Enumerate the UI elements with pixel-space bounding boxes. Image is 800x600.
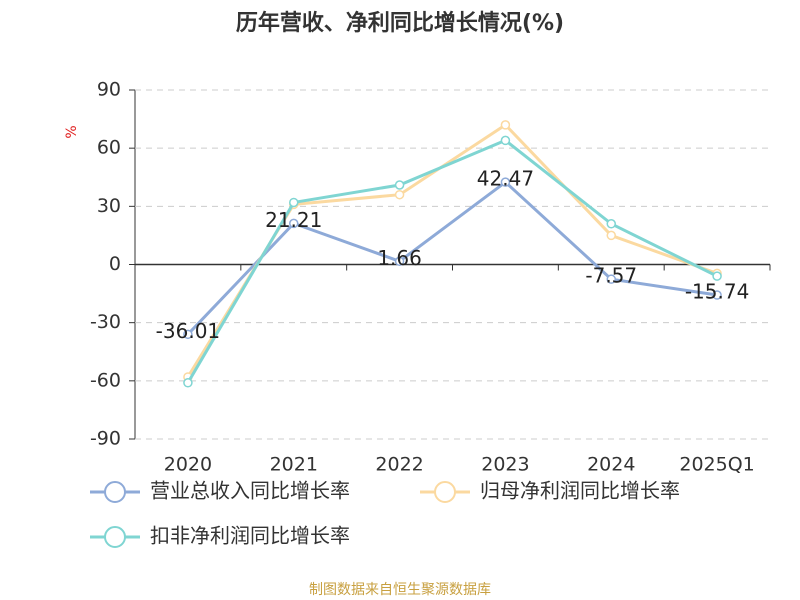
data-point [712,271,722,281]
data-label: 1.66 [377,246,422,270]
y-tick-label: 60 [97,137,121,159]
y-tick-label: 30 [97,195,121,217]
data-point [500,120,511,130]
legend-marker [104,526,126,548]
legend-label: 归母净利润同比增长率 [480,479,680,503]
data-point [500,135,511,146]
data-point [289,218,299,229]
x-tick-label: 2025Q1 [679,454,754,476]
series-line [186,138,718,384]
data-point [394,189,405,200]
data-point [394,256,405,267]
data-label: -7.57 [585,264,637,288]
data-point [606,230,616,241]
y-axis-label: % [64,125,80,138]
data-point [183,378,193,388]
x-tick-label: 2021 [270,454,318,476]
data-label: -15.74 [685,280,749,304]
y-tick-label: -90 [90,428,121,450]
data-point [606,219,616,229]
data-point [712,290,722,300]
series-line [186,180,718,336]
data-label: 42.47 [477,167,534,191]
x-tick-label: 2024 [587,454,635,476]
y-tick-label: 0 [109,253,121,275]
data-point [289,197,299,208]
x-tick-label: 2023 [481,454,529,476]
legend-label: 营业总收入同比增长率 [150,479,350,503]
chart-title: 历年营收、净利同比增长情况(%) [236,10,564,36]
data-label: -36.01 [156,319,220,343]
data-point [394,180,405,190]
data-point [500,177,511,187]
data-point [606,274,616,284]
source-note: 制图数据来自恒生聚源数据库 [309,582,491,598]
data-point [183,329,193,340]
y-tick-label: -60 [90,369,121,391]
y-tick-label: 90 [97,79,121,101]
legend-marker [434,481,456,503]
data-label: 21.21 [265,208,322,232]
x-tick-label: 2022 [375,454,423,476]
x-tick-label: 2020 [164,454,212,476]
y-tick-label: -30 [90,311,121,333]
legend-marker [104,481,126,503]
legend-label: 扣非净利润同比增长率 [150,524,350,548]
